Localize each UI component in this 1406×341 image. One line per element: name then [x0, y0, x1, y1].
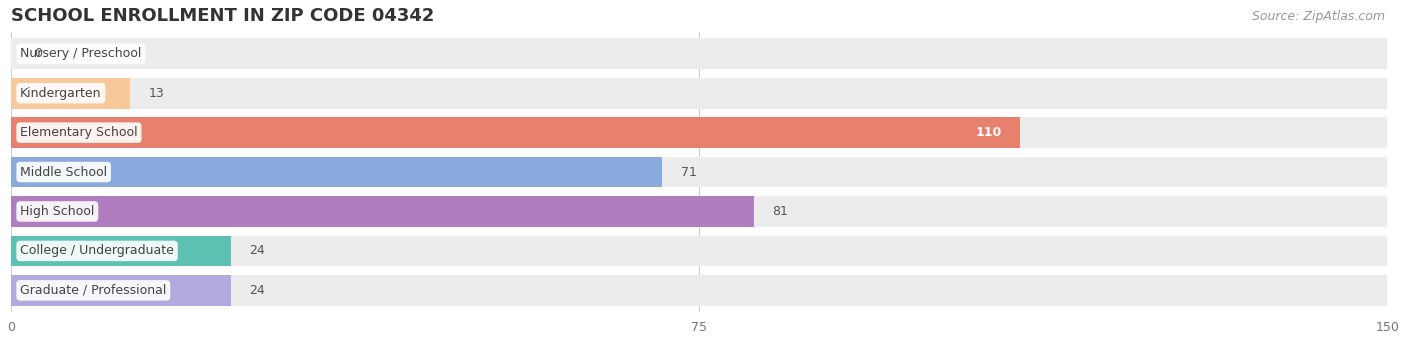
- Text: SCHOOL ENROLLMENT IN ZIP CODE 04342: SCHOOL ENROLLMENT IN ZIP CODE 04342: [11, 7, 434, 25]
- Bar: [11, 236, 1388, 266]
- Bar: [11, 117, 1388, 148]
- Text: 71: 71: [681, 165, 696, 179]
- Bar: [11, 157, 662, 188]
- Text: Elementary School: Elementary School: [20, 126, 138, 139]
- Bar: [11, 78, 1388, 108]
- Bar: [11, 78, 131, 108]
- Text: Source: ZipAtlas.com: Source: ZipAtlas.com: [1251, 10, 1385, 23]
- Text: College / Undergraduate: College / Undergraduate: [20, 244, 174, 257]
- Text: 110: 110: [976, 126, 1002, 139]
- Text: 24: 24: [249, 284, 266, 297]
- Bar: [11, 275, 231, 306]
- Text: Graduate / Professional: Graduate / Professional: [20, 284, 166, 297]
- Text: 0: 0: [34, 47, 42, 60]
- Text: 13: 13: [149, 87, 165, 100]
- Bar: [11, 196, 754, 227]
- Text: Middle School: Middle School: [20, 165, 107, 179]
- Bar: [11, 196, 1388, 227]
- Bar: [11, 117, 1021, 148]
- Bar: [11, 236, 231, 266]
- Text: High School: High School: [20, 205, 94, 218]
- Text: Nursery / Preschool: Nursery / Preschool: [20, 47, 142, 60]
- Bar: [11, 275, 1388, 306]
- Bar: [11, 157, 1388, 188]
- Text: 81: 81: [772, 205, 789, 218]
- Text: 24: 24: [249, 244, 266, 257]
- Text: Kindergarten: Kindergarten: [20, 87, 101, 100]
- Bar: [11, 39, 1388, 69]
